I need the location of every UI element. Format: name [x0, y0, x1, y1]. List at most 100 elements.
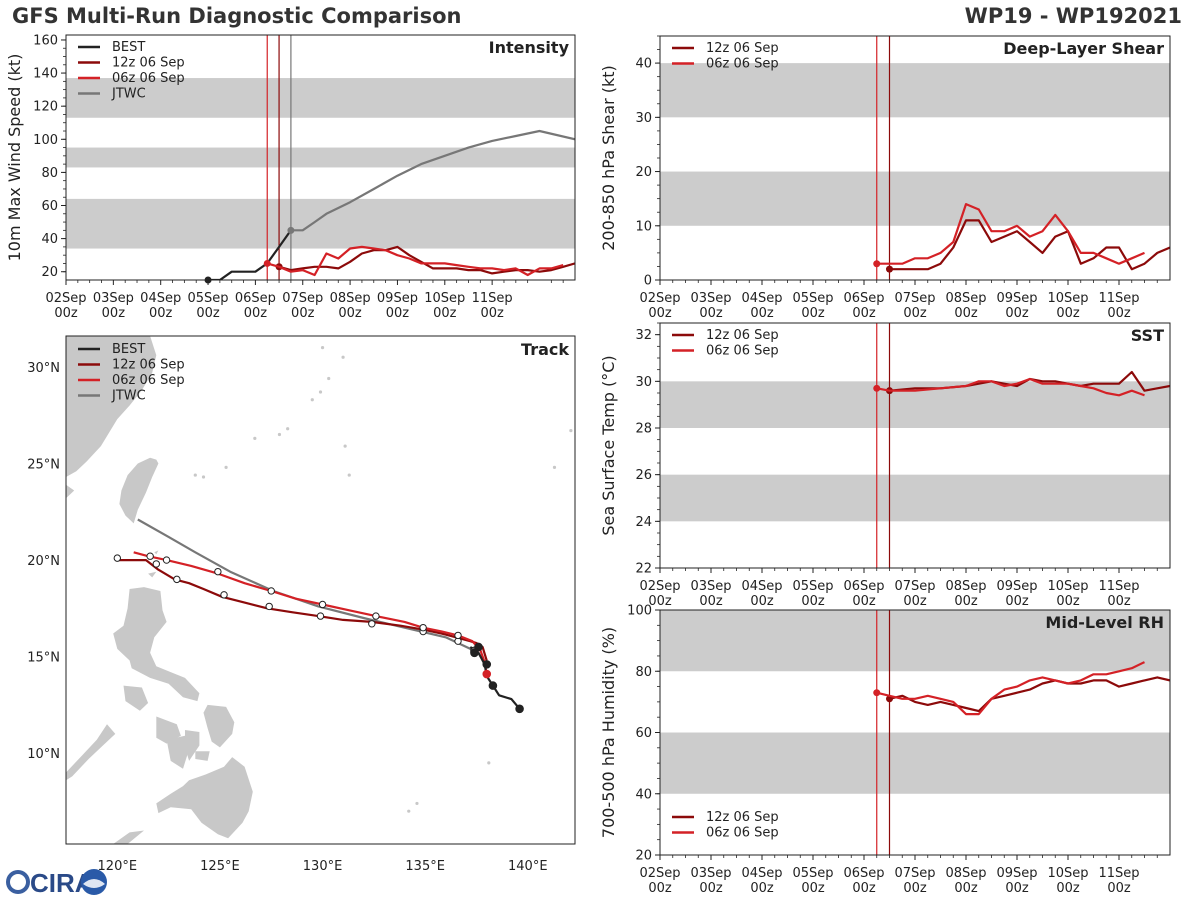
y-tick-label: 80 — [41, 166, 58, 181]
panel-title: Deep-Layer Shear — [1003, 39, 1164, 58]
shade-band — [660, 63, 1170, 118]
track-line — [133, 551, 488, 675]
cebu — [185, 730, 200, 761]
x-tick-label: 02Sep — [639, 579, 680, 594]
x-tick-label: 00z — [903, 881, 927, 896]
legend-entry: 12z 06 Sep — [706, 328, 779, 343]
batanes — [154, 550, 159, 555]
track-point — [162, 556, 171, 564]
legend-entry: 06z 06 Sep — [112, 373, 185, 388]
x-tick-label: 08Sep — [330, 291, 371, 306]
series-line — [266, 245, 564, 277]
x-tick-label: 08Sep — [945, 579, 986, 594]
chart-intensity: 2040608010012014016002Sep00z03Sep00z04Se… — [5, 33, 576, 321]
legend-entry: 12z 06 Sep — [706, 41, 779, 56]
x-tick-label: 00z — [1005, 881, 1029, 896]
y-tick-label: 20 — [635, 849, 652, 864]
x-tick-label: 10Sep — [1047, 866, 1088, 881]
x-tick-label: 00z — [196, 306, 220, 321]
small-island — [224, 465, 228, 469]
mindanao — [156, 757, 253, 839]
x-tick-label: 03Sep — [93, 291, 134, 306]
small-island — [193, 473, 197, 477]
track-point — [265, 602, 273, 611]
small-island — [343, 444, 347, 448]
shade-band — [660, 474, 1170, 522]
series-line — [876, 661, 1145, 716]
y-axis-label: 700-500 hPa Humidity (%) — [599, 627, 618, 838]
series-line — [290, 129, 575, 232]
x-tick-label: 11Sep — [1098, 291, 1139, 306]
x-tick-label: 00z — [1056, 594, 1080, 609]
storm-id: WP19 - WP192021 — [964, 4, 1182, 28]
series-start-point — [263, 259, 271, 267]
y-tick-label: 0 — [644, 274, 652, 289]
x-tick-label: 00z — [1107, 881, 1131, 896]
y-tick-label: 30°N — [27, 361, 60, 376]
samar-leyte — [203, 704, 235, 748]
track-point — [267, 587, 275, 595]
y-tick-label: 60 — [41, 199, 58, 214]
x-tick-label: 00z — [903, 306, 927, 321]
x-tick-label: 140°E — [508, 859, 548, 874]
x-tick-label: 00z — [1056, 881, 1080, 896]
x-tick-label: 00z — [801, 881, 825, 896]
legend-entry: 06z 06 Sep — [706, 57, 779, 72]
y-tick-label: 40 — [635, 787, 652, 802]
x-tick-label: 03Sep — [690, 866, 731, 881]
series-line — [889, 219, 1170, 271]
y-tick-label: 30 — [635, 111, 652, 126]
sulu-islands — [113, 830, 144, 844]
x-tick-label: 05Sep — [792, 291, 833, 306]
x-tick-label: 07Sep — [894, 866, 935, 881]
series-line — [889, 676, 1170, 713]
x-tick-label: 00z — [699, 306, 723, 321]
track-point — [368, 620, 376, 628]
y-tick-label: 100 — [33, 133, 58, 148]
small-island — [327, 376, 331, 381]
shade-band — [660, 610, 1170, 672]
x-tick-label: 05Sep — [188, 291, 229, 306]
x-tick-label: 10Sep — [424, 291, 465, 306]
x-tick-label: 00z — [1005, 306, 1029, 321]
chart-track: 120°E 125°E 130°E 135°E 140°E 10°N 15°N 20°N 25°… — [27, 335, 576, 874]
shade-band — [66, 198, 575, 249]
track-point — [214, 567, 222, 576]
series-line — [208, 229, 292, 280]
small-island — [407, 809, 411, 813]
x-tick-label: 00z — [1005, 594, 1029, 609]
x-tick-label: 00z — [648, 881, 672, 896]
taiwan — [119, 457, 159, 524]
shade-band — [66, 147, 575, 168]
china-coast — [66, 336, 157, 477]
y-axis-label: Sea Surface Temp (°C) — [599, 355, 618, 535]
page-title: GFS Multi-Run Diagnostic Comparison — [12, 4, 462, 28]
x-tick-label: 00z — [1107, 594, 1131, 609]
y-tick-label: 80 — [635, 665, 652, 680]
x-tick-label: 00z — [954, 881, 978, 896]
track-point — [220, 591, 228, 599]
x-tick-label: 120°E — [98, 859, 138, 874]
y-tick-label: 20 — [635, 165, 652, 180]
negros — [166, 735, 190, 769]
track-point — [152, 560, 161, 568]
small-island — [569, 429, 573, 433]
track-point — [372, 612, 380, 620]
land-masses — [66, 336, 573, 844]
y-tick-label: 160 — [33, 33, 58, 48]
track-point — [318, 600, 327, 609]
small-island — [341, 355, 345, 359]
x-tick-label: 10Sep — [1047, 579, 1088, 594]
track-point — [474, 642, 483, 652]
x-tick-label: 00z — [801, 594, 825, 609]
small-island — [286, 427, 290, 431]
y-tick-label: 120 — [33, 100, 58, 115]
x-tick-label: 09Sep — [996, 866, 1037, 881]
x-tick-label: 05Sep — [792, 866, 833, 881]
x-tick-label: 00z — [102, 306, 126, 321]
bohol — [195, 751, 210, 761]
x-tick-label: 04Sep — [741, 866, 782, 881]
x-tick-label: 11Sep — [1098, 866, 1139, 881]
